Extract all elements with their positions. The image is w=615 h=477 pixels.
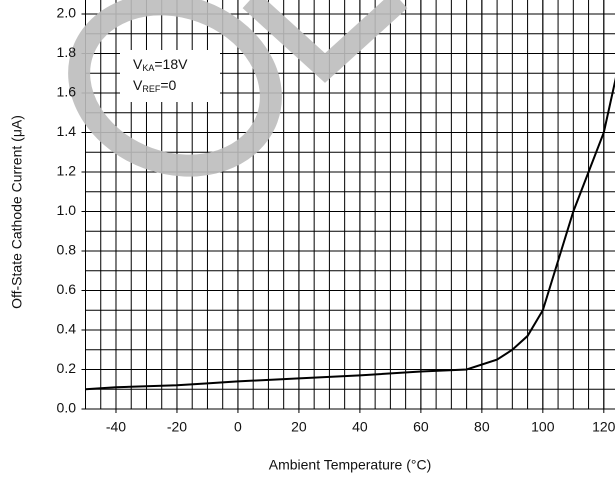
watermark-chevron — [242, 0, 408, 83]
x-tick-label: 0 — [234, 419, 242, 435]
y-tick-label: 1.6 — [57, 84, 77, 100]
watermark — [68, 0, 408, 177]
annotation-part: KA — [142, 63, 154, 73]
y-tick-label: 0.8 — [57, 242, 77, 258]
y-tick-label: 1.4 — [57, 123, 77, 139]
y-tick-label: 0.4 — [57, 321, 77, 337]
x-tick-label: -20 — [167, 419, 187, 435]
annotation-part: V — [133, 56, 143, 72]
y-tick-label: 0.0 — [57, 400, 77, 416]
y-tick-label: 1.0 — [57, 202, 77, 218]
x-axis-title: Ambient Temperature (°C) — [269, 457, 432, 473]
watermark-ring — [68, 0, 282, 177]
annotation: VKA=18V — [133, 56, 188, 74]
annotation-box — [120, 50, 220, 102]
x-tick-label: 120 — [592, 419, 615, 435]
x-tick-label: 60 — [413, 419, 429, 435]
x-tick-label: 100 — [531, 419, 555, 435]
annotation: VREF=0 — [133, 77, 177, 95]
x-tick-label: 20 — [291, 419, 307, 435]
annotation-part: =18V — [154, 56, 188, 72]
annotation-part: =0 — [160, 77, 176, 93]
annotation-part: V — [133, 77, 143, 93]
y-tick-label: 1.2 — [57, 163, 77, 179]
x-tick-label: -40 — [106, 419, 126, 435]
y-tick-label: 2.0 — [57, 5, 77, 21]
y-tick-label: 0.6 — [57, 281, 77, 297]
y-axis-title: Off-State Cathode Current (μA) — [9, 115, 25, 309]
y-tick-label: 1.8 — [57, 44, 77, 60]
data-line — [85, 77, 615, 391]
x-tick-label: 40 — [352, 419, 368, 435]
y-tick-label: 0.2 — [57, 360, 77, 376]
x-tick-label: 80 — [474, 419, 490, 435]
annotation-part: REF — [142, 84, 161, 94]
